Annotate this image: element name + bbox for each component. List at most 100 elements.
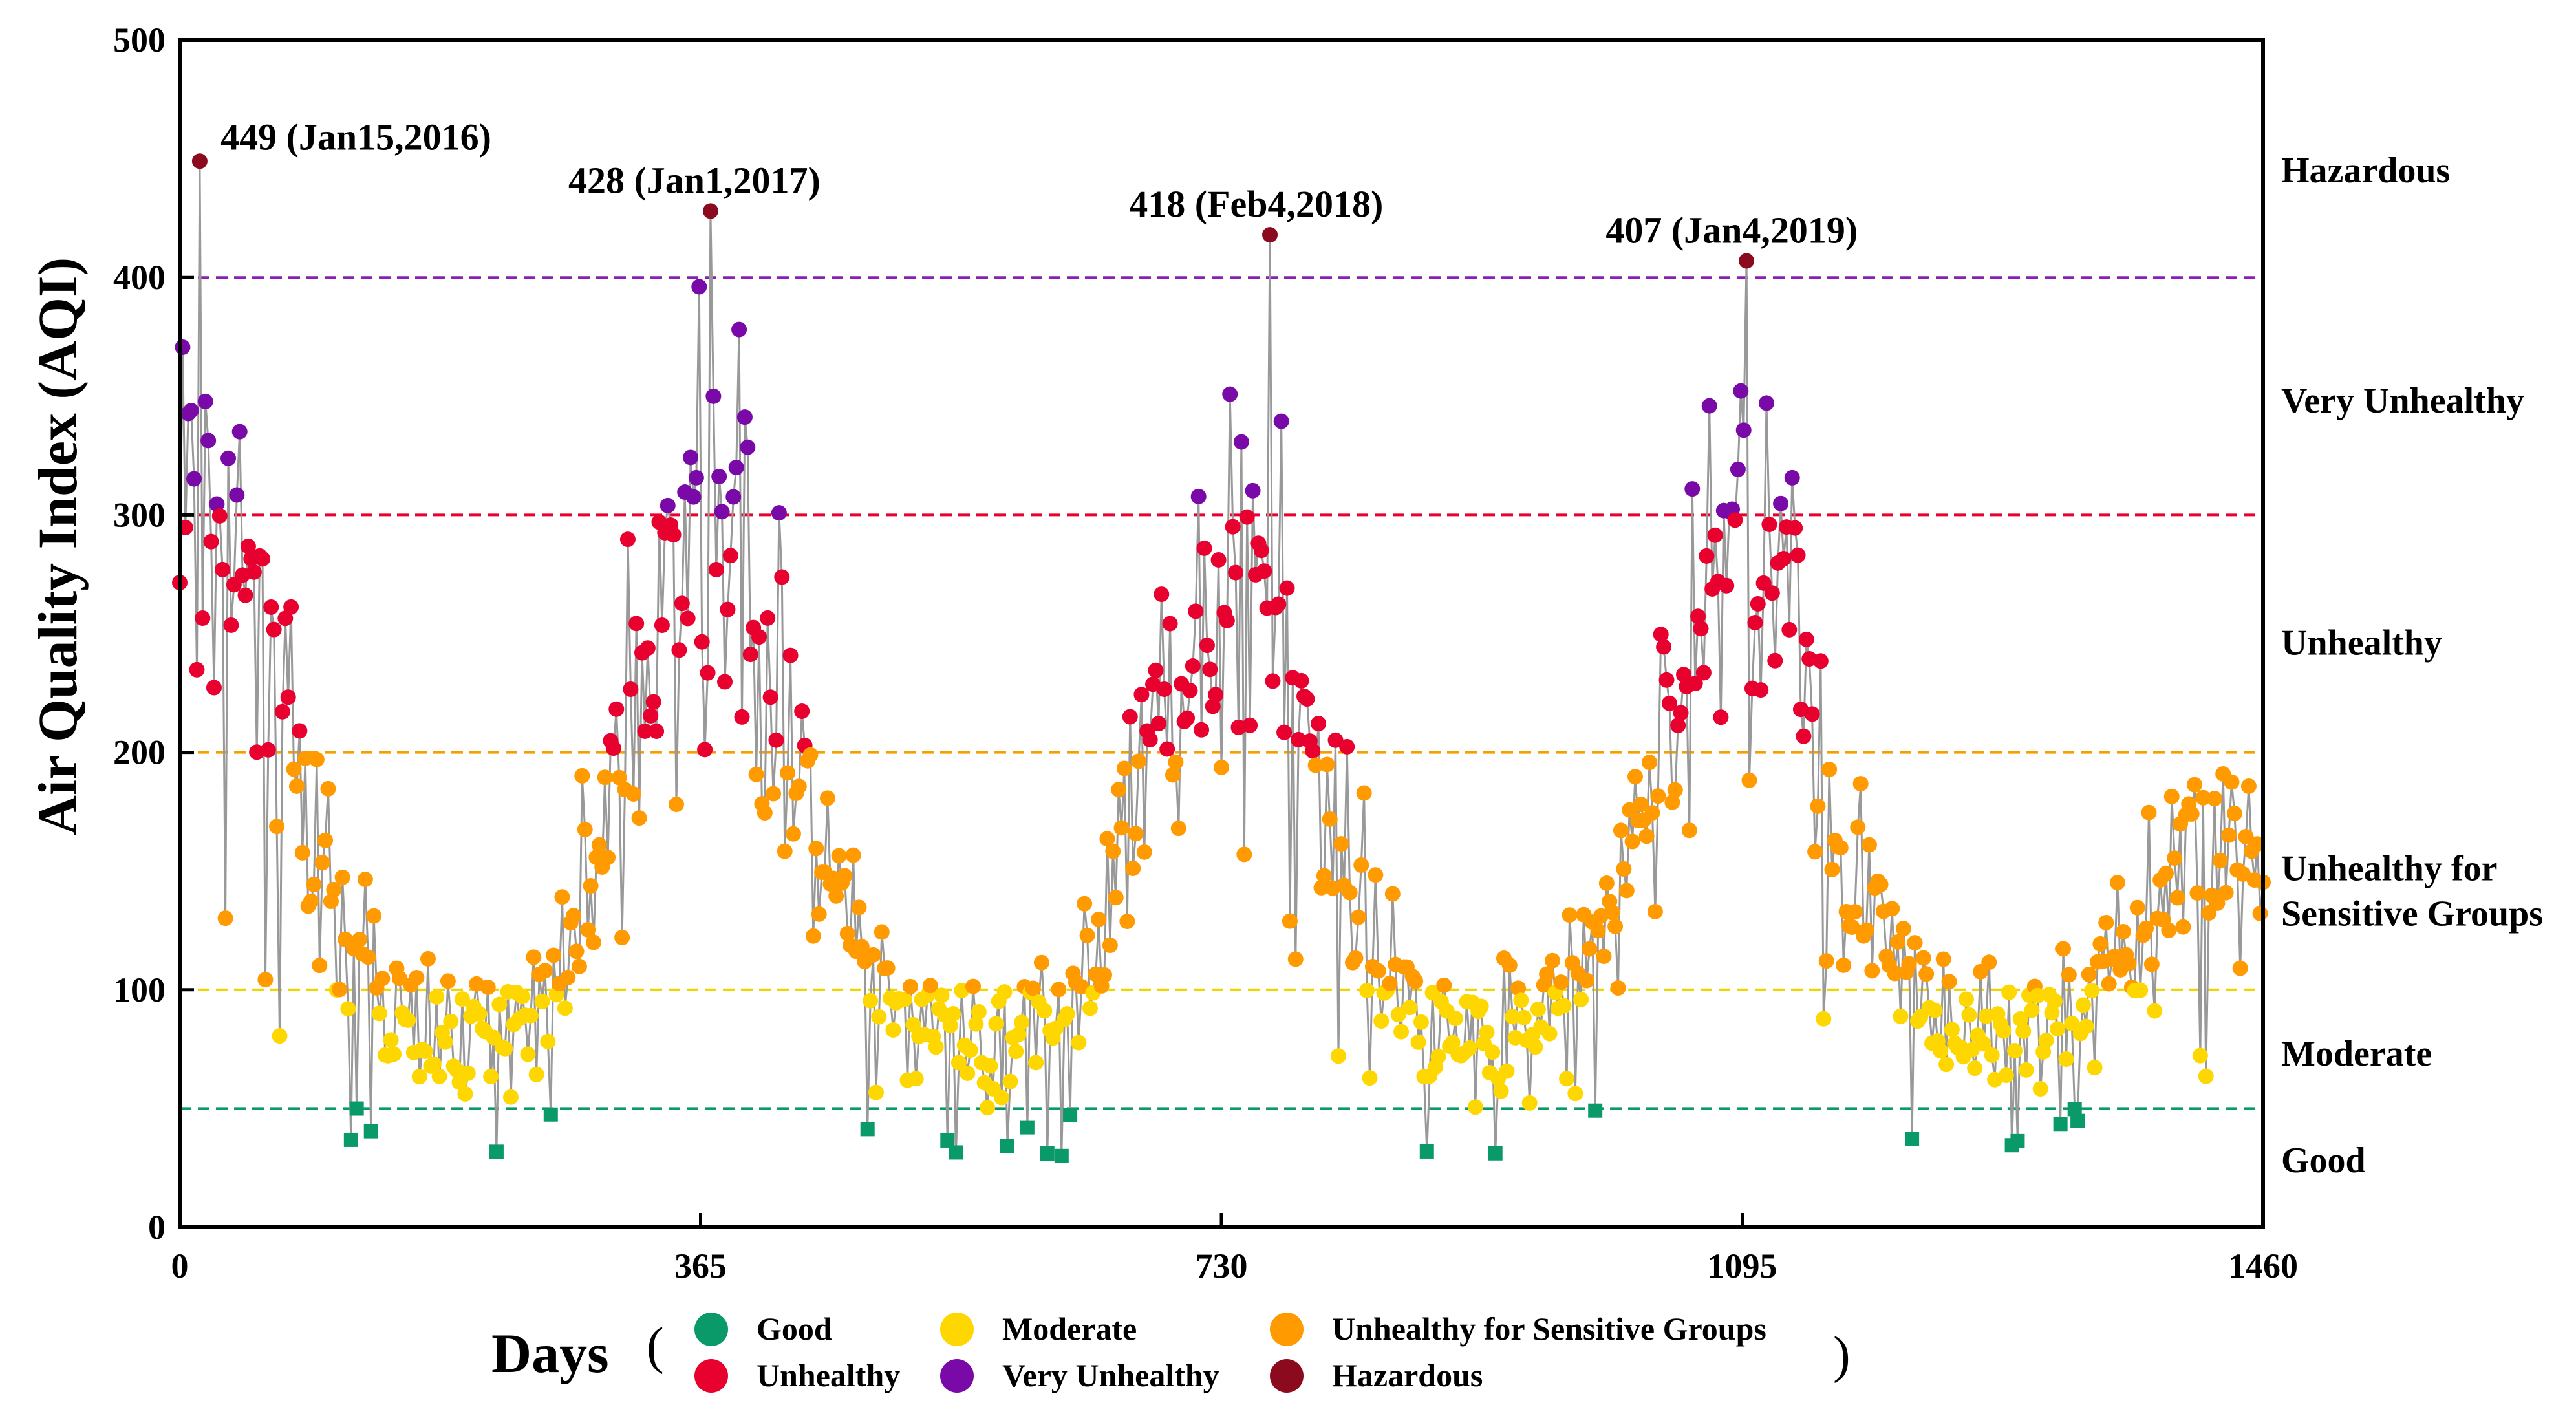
aqi-point (257, 972, 274, 988)
aqi-point (665, 527, 682, 543)
aqi-point (522, 1007, 539, 1024)
aqi-point (175, 339, 191, 356)
aqi-point (774, 569, 790, 585)
aqi-point (357, 872, 373, 888)
aqi-point (2192, 1047, 2208, 1064)
aqi-point (1852, 776, 1869, 792)
aqi-point (1701, 398, 1717, 414)
aqi-point (1750, 595, 1766, 612)
aqi-point (860, 1122, 875, 1137)
aqi-point (845, 847, 861, 863)
aqi-point (751, 629, 767, 645)
aqi-point (425, 1056, 442, 1072)
aqi-point (1647, 903, 1663, 919)
aqi-point (317, 832, 334, 848)
legend-label: Unhealthy (757, 1357, 900, 1393)
aqi-point (2018, 1062, 2034, 1078)
aqi-point (722, 548, 738, 564)
aqi-point (1279, 580, 1295, 596)
aqi-point (1059, 1006, 1075, 1022)
aqi-point (457, 1086, 473, 1102)
aqi-point (1488, 1146, 1503, 1161)
aqi-point (2175, 919, 2191, 935)
aqi-point (2235, 866, 2251, 882)
aqi-point (674, 595, 690, 612)
aqi-point (1798, 631, 1814, 647)
aqi-point (1408, 973, 1424, 989)
aqi-point (1984, 1047, 2000, 1063)
aqi-point (1981, 954, 1997, 971)
aqi-point (685, 489, 702, 505)
aqi-point (528, 1066, 544, 1082)
legend-label: Unhealthy for Sensitive Groups (1332, 1311, 1766, 1347)
aqi-point (1322, 811, 1338, 827)
aqi-point (1727, 512, 1743, 528)
aqi-point (794, 703, 810, 720)
aqi-point (1844, 919, 1860, 935)
aqi-point (2084, 983, 2100, 999)
aqi-point (728, 460, 744, 476)
aqi-point (1228, 564, 1244, 581)
legend-label: Hazardous (1332, 1357, 1483, 1393)
x-tick-label-730: 730 (1196, 1247, 1248, 1285)
aqi-point (1071, 1035, 1087, 1051)
aqi-point (1214, 759, 1229, 775)
aqi-point (1627, 769, 1643, 785)
aqi-point (312, 958, 328, 974)
aqi-point (1541, 1025, 1558, 1042)
aqi-point (1196, 540, 1212, 556)
aqi-point (1861, 837, 1877, 853)
aqi-point (1113, 820, 1130, 836)
aqi-point (308, 751, 325, 767)
aqi-point (1461, 1040, 1477, 1057)
aqi-point (760, 610, 776, 626)
aqi-point (254, 551, 270, 567)
aqi-point (1753, 682, 1769, 698)
aqi-point (1975, 1036, 1991, 1052)
aqi-point (1402, 1000, 1418, 1016)
aqi-point (982, 1058, 998, 1074)
aqi-point (1287, 951, 1304, 967)
aqi-point (1020, 1120, 1035, 1135)
aqi-point (683, 449, 699, 466)
x-tick-label-365: 365 (674, 1247, 727, 1285)
aqi-point (326, 881, 342, 897)
aqi-point (1319, 756, 1335, 773)
aqi-point (1747, 615, 1763, 631)
peak-label: 428 (Jan1,2017) (568, 159, 821, 201)
aqi-point (431, 1068, 447, 1084)
aqi-point (1661, 695, 1677, 711)
aqi-point (1485, 1044, 1501, 1060)
aqi-point (183, 402, 199, 418)
aqi-point (1699, 548, 1715, 564)
aqi-point (1210, 552, 1227, 568)
aqi-point (391, 971, 407, 987)
zone-label: Good (2281, 1141, 2366, 1181)
aqi-point (1245, 482, 1261, 499)
aqi-point (2075, 997, 2091, 1013)
y-tick-label-100: 100 (113, 971, 166, 1009)
legend-marker (694, 1313, 728, 1346)
aqi-point (643, 707, 659, 724)
aqi-point (1915, 950, 1931, 966)
aqi-point (1761, 517, 1777, 533)
aqi-point (1895, 921, 1911, 937)
legend-marker (1270, 1313, 1304, 1346)
aqi-point (383, 1032, 399, 1048)
aqi-point (1150, 716, 1166, 732)
aqi-point (697, 742, 713, 758)
aqi-point (831, 848, 847, 864)
aqi-point (771, 505, 787, 521)
aqi-point (409, 969, 425, 985)
aqi-point (965, 978, 982, 994)
aqi-point (1539, 966, 1555, 982)
aqi-point (1818, 953, 1834, 969)
zone-label: Sensitive Groups (2281, 894, 2543, 934)
aqi-point (908, 1071, 924, 1087)
aqi-point (1410, 1034, 1426, 1050)
aqi-point (1159, 741, 1175, 757)
aqi-point (292, 723, 308, 739)
aqi-point (272, 1028, 288, 1044)
aqi-point (1102, 937, 1118, 953)
aqi-point (1616, 861, 1632, 877)
